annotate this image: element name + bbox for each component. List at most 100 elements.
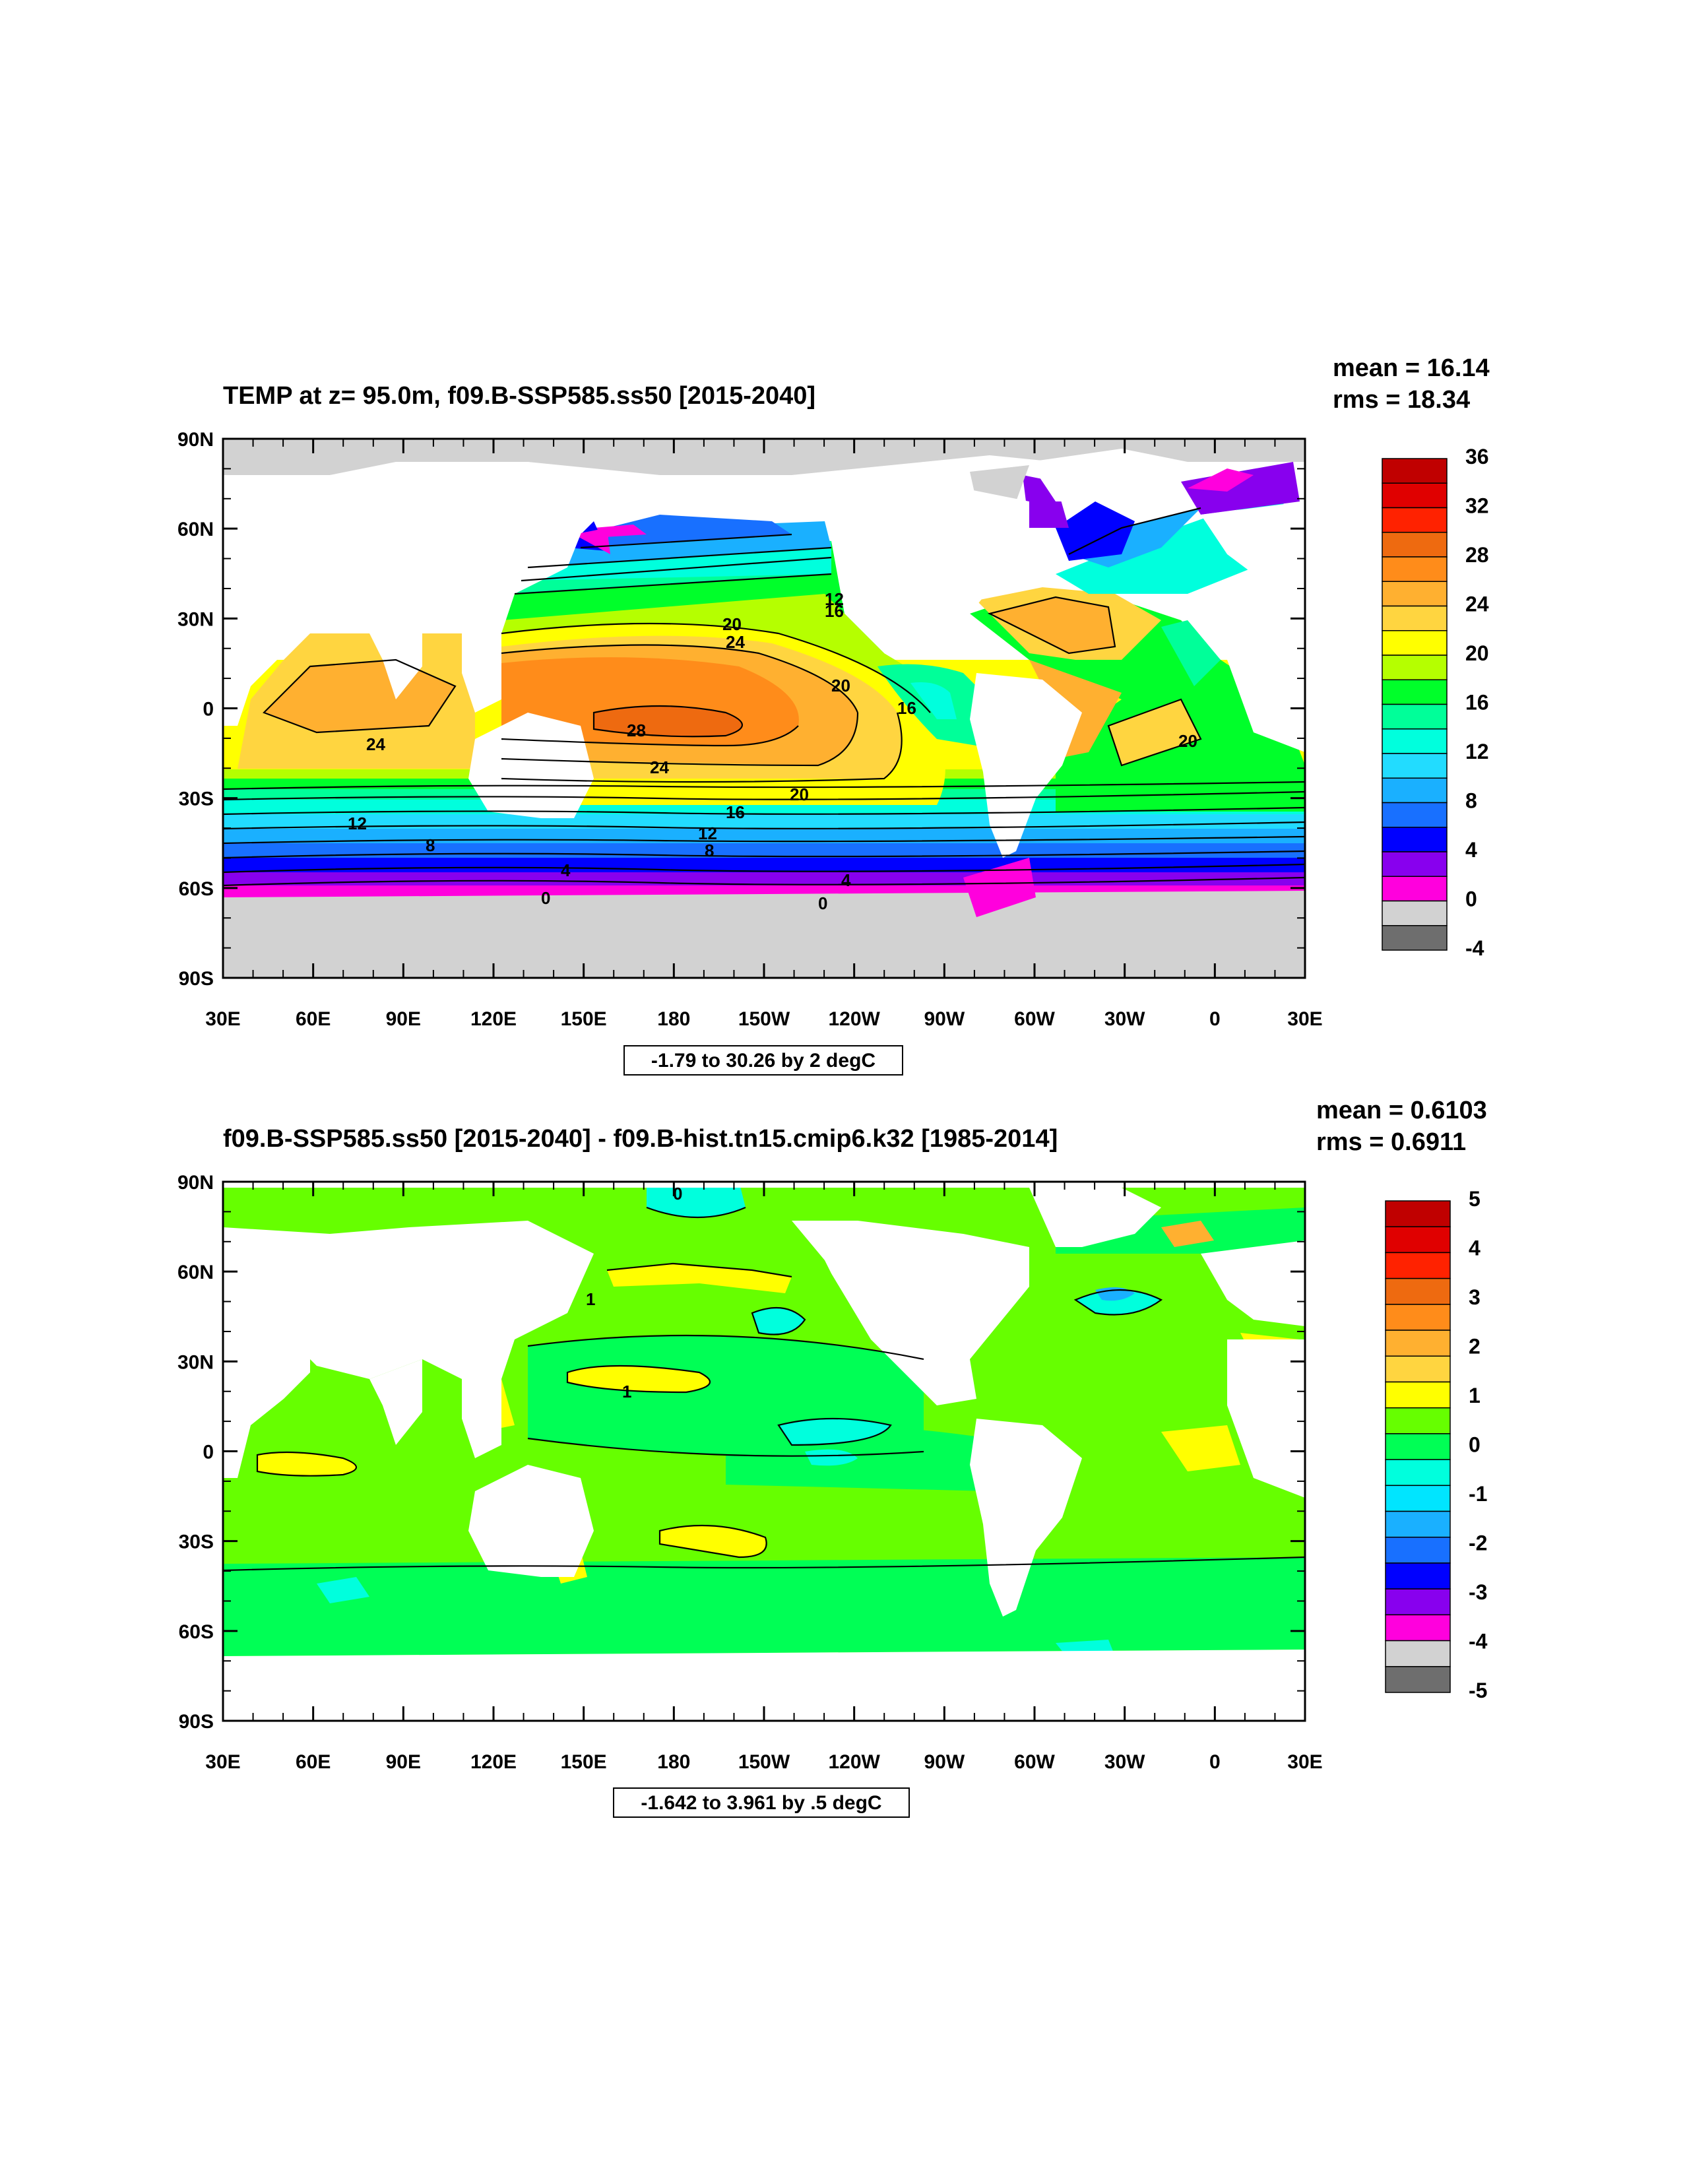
colorbar: 5 4 3 2 1 0 -1 -2 -3 -4 -5 [1385, 1187, 1488, 1702]
map-title: f09.B-SSP585.ss50 [2015-2040] - f09.B-hi… [223, 1125, 1058, 1153]
contour-label: 20 [790, 785, 809, 804]
colorbar-swatch [1382, 630, 1448, 656]
colorbar-swatch [1385, 1433, 1451, 1460]
lon-tick-label: 120E [470, 1008, 517, 1030]
lon-tick-label: 90E [386, 1751, 421, 1773]
contour-label: 1 [622, 1382, 631, 1401]
lon-tick-label: 120W [828, 1751, 880, 1773]
contour-label: 16 [726, 802, 745, 822]
lon-tick-label: 180 [657, 1751, 690, 1773]
colorbar-swatch [1385, 1381, 1451, 1409]
contour-label: 16 [825, 601, 844, 621]
contour-label: 20 [722, 614, 742, 634]
colorbar-swatch [1385, 1536, 1451, 1564]
colorbar-label: -4 [1469, 1630, 1488, 1654]
lat-tick-label: 30S [179, 1531, 214, 1553]
colorbar-label: 0 [1469, 1433, 1481, 1457]
colorbar-swatch [1382, 482, 1448, 509]
colorbar-swatch [1382, 655, 1448, 680]
colorbar-label: -3 [1469, 1580, 1487, 1604]
colorbar-label: 32 [1465, 494, 1489, 518]
lon-tick-label: 30E [205, 1008, 240, 1030]
colorbar-swatch [1385, 1459, 1451, 1487]
colorbar-swatch [1382, 802, 1448, 828]
lon-tick-label: 30W [1104, 1751, 1145, 1773]
colorbar-label: 2 [1469, 1335, 1481, 1359]
lat-tick-label: 90S [179, 968, 214, 990]
contour-label: 20 [1178, 731, 1197, 751]
contour-label: 0 [541, 888, 550, 908]
land [223, 1182, 1305, 1721]
lon-tick-label: 30E [1287, 1751, 1322, 1773]
colorbar-swatch [1385, 1640, 1451, 1667]
colorbar-swatch [1385, 1614, 1451, 1642]
colorbar-swatch [1382, 581, 1448, 607]
rms-stat: rms = 18.34 [1333, 386, 1470, 414]
axes: 90N 60N 30N 0 30S 60S 90S 30E 60E 90E 120E 150E 180 1… [177, 1172, 1323, 1773]
map-field: 0 1 1 [223, 1182, 1305, 1721]
lon-tick-label: 60E [296, 1751, 331, 1773]
colorbar-swatch [1385, 1330, 1451, 1357]
contour-label: 12 [825, 589, 844, 609]
lon-tick-label: 0 [1209, 1751, 1221, 1773]
colorbar-label: 5 [1469, 1187, 1481, 1211]
lat-tick-label: 30S [179, 788, 214, 810]
lon-tick-label: 150W [738, 1751, 790, 1773]
mean-stat: mean = 0.6103 [1316, 1097, 1487, 1124]
rms-stat: rms = 0.6911 [1316, 1128, 1466, 1156]
colorbar-swatch [1382, 827, 1448, 852]
colorbar-label: 0 [1465, 887, 1477, 911]
colorbar-label: 8 [1465, 789, 1477, 813]
contour-label: 8 [705, 841, 714, 860]
colorbar-swatch [1382, 507, 1448, 533]
contour-label-group: 28 24 24 24 20 20 20 20 16 16 16 12 12 1… [348, 589, 1197, 913]
contour-label: 24 [366, 734, 385, 754]
lat-tick-label: 60S [179, 878, 214, 900]
colorbar-swatch [1382, 728, 1448, 754]
mean-stat: mean = 16.14 [1333, 354, 1490, 382]
colorbar-swatch [1385, 1252, 1451, 1279]
colorbar-label: 28 [1465, 543, 1489, 567]
lon-tick-label: 180 [657, 1008, 690, 1030]
contour-label: 20 [831, 676, 850, 695]
lon-tick-label: 120W [828, 1008, 880, 1030]
contour-label: 28 [627, 721, 646, 740]
lon-tick-label: 150E [561, 1751, 607, 1773]
lat-tick-label: 0 [203, 1442, 214, 1463]
colorbar-swatch [1382, 703, 1448, 730]
contour-label: 0 [818, 893, 827, 913]
colorbar-label: -4 [1465, 936, 1484, 960]
lon-tick-label: 60W [1014, 1008, 1055, 1030]
lon-tick-label: 30W [1104, 1008, 1145, 1030]
colorbar-swatch [1382, 777, 1448, 804]
colorbar-swatch [1382, 851, 1448, 877]
contour-label: 12 [698, 823, 717, 843]
colorbar-label: 24 [1465, 593, 1489, 616]
colorbar-label: 1 [1469, 1384, 1481, 1407]
lat-tick-label: 30N [177, 608, 214, 630]
contour-label: 4 [561, 860, 571, 880]
colorbar-swatch [1385, 1588, 1451, 1616]
contour-lines [223, 507, 1305, 887]
lon-tick-label: 90W [924, 1008, 965, 1030]
colorbar-swatch [1385, 1562, 1451, 1590]
lon-tick-label: 30E [1287, 1008, 1322, 1030]
land [223, 449, 1305, 858]
lat-tick-label: 60S [179, 1621, 214, 1643]
colorbar-label: 4 [1469, 1237, 1481, 1260]
lon-tick-label: 90W [924, 1751, 965, 1773]
contour-label: 12 [348, 814, 367, 833]
colorbar-swatch [1382, 458, 1448, 484]
colorbar-swatch [1382, 679, 1448, 705]
map-panel-bottom: f09.B-SSP585.ss50 [2015-2040] - f09.B-hi… [177, 1097, 1488, 1818]
colorbar-swatch [1382, 925, 1448, 951]
colorbar-swatch [1382, 556, 1448, 582]
lat-tick-label: 0 [203, 699, 214, 721]
contour-label: 16 [897, 698, 916, 718]
range-label-box: -1.79 to 30.26 by 2 degC [623, 1045, 903, 1076]
contour-label: 0 [673, 1184, 682, 1204]
range-label: -1.642 to 3.961 by .5 degC [641, 1792, 881, 1814]
colorbar-label: -5 [1469, 1679, 1487, 1702]
contour-label: 1 [586, 1289, 595, 1309]
